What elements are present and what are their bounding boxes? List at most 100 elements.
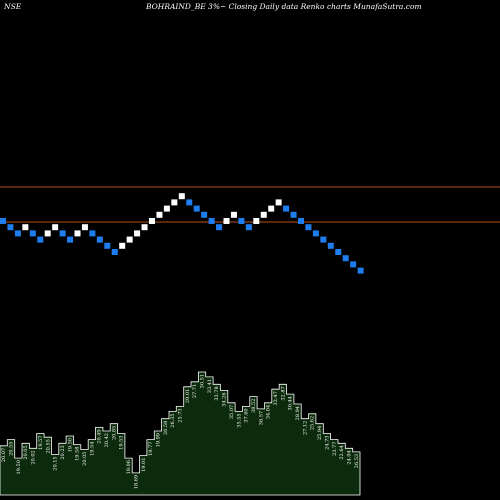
volume-label: 20.23 <box>60 445 66 459</box>
renko-brick <box>67 236 74 243</box>
renko-brick <box>81 224 88 231</box>
volume-label: 19.57 <box>38 436 44 450</box>
volume-label: 32.87 <box>280 386 286 400</box>
renko-brick <box>275 199 282 206</box>
volume-label: 22.64 <box>339 445 345 459</box>
volume-label: 20.49 <box>97 429 103 443</box>
volume-label: 19.77 <box>148 442 154 456</box>
renko-brick <box>290 211 297 218</box>
volume-label: 26.58 <box>163 421 169 435</box>
renko-brick <box>134 230 141 237</box>
renko-brick <box>22 224 29 231</box>
renko-brick <box>37 236 44 243</box>
renko-brick <box>29 230 36 237</box>
volume-label: 33.78 <box>214 386 220 400</box>
volume-label: 35.07 <box>229 405 235 419</box>
renko-brick <box>156 211 163 218</box>
volume-label: 27.12 <box>302 421 308 435</box>
renko-brick <box>0 218 6 224</box>
renko-brick <box>201 211 208 218</box>
volume-label: 20.55 <box>9 442 15 456</box>
renko-brick <box>7 224 14 231</box>
volume-label: 30.44 <box>288 396 294 410</box>
renko-brick <box>178 193 185 200</box>
volume-label: 28.94 <box>295 406 301 420</box>
renko-brick <box>260 211 267 218</box>
renko-brick <box>305 224 312 231</box>
volume-label: 33.47 <box>273 391 279 405</box>
renko-brick <box>238 218 245 224</box>
renko-brick <box>223 218 230 224</box>
volume-label: 34.04 <box>266 405 272 419</box>
volume-label: 25.73 <box>178 408 184 422</box>
volume-label: 20.05 <box>82 452 88 466</box>
renko-brick <box>74 230 81 237</box>
volume-label: 29.01 <box>185 389 191 403</box>
renko-brick <box>327 242 334 249</box>
renko-brick <box>119 242 126 249</box>
volume-label: 35.55 <box>236 413 242 427</box>
renko-brick <box>171 199 178 206</box>
volume-label: 19.06 <box>126 460 132 474</box>
exchange-label: NSE <box>3 2 22 11</box>
volume-label: 26.53 <box>354 454 360 468</box>
renko-brick <box>283 205 290 212</box>
volume-label: 30.51 <box>200 374 206 388</box>
volume-label: 19.53 <box>119 436 125 450</box>
volume-label: 26.35 <box>170 413 176 427</box>
renko-brick <box>298 218 304 224</box>
renko-brick <box>342 255 349 262</box>
volume-label: 20.85 <box>111 426 117 440</box>
renko-brick <box>193 205 200 212</box>
renko-brick <box>230 211 237 218</box>
volume-label: 19.58 <box>75 447 81 461</box>
volume-label: 19.99 <box>156 433 162 447</box>
renko-brick <box>268 205 275 212</box>
renko-brick <box>163 205 170 212</box>
renko-brick <box>44 230 51 237</box>
volume-label: 20.15 <box>53 456 59 470</box>
renko-brick <box>96 236 103 243</box>
renko-brick <box>89 230 96 237</box>
renko-brick <box>126 236 133 243</box>
renko-brick <box>52 224 59 231</box>
renko-brick <box>14 230 21 237</box>
volume-label: 19.54 <box>89 442 95 456</box>
volume-label: 24.04 <box>347 450 353 464</box>
volume-label: 20.07 <box>1 448 7 462</box>
volume-label: 18.69 <box>133 475 139 489</box>
volume-label: 38.52 <box>251 399 257 413</box>
volume-label: 20.42 <box>104 433 110 447</box>
volume-label: 24.73 <box>324 436 330 450</box>
renko-brick <box>312 230 319 237</box>
volume-label: 19.01 <box>141 458 147 472</box>
renko-brick <box>186 199 193 206</box>
volume-label: 34.26 <box>222 392 228 406</box>
chart-title: BOHRAIND_BE 3%~ Closing Daily data Renko… <box>145 2 422 11</box>
renko-brick <box>335 249 342 255</box>
volume-label: 23.77 <box>332 442 338 456</box>
renko-brick <box>104 242 111 249</box>
volume-label: 20.55 <box>45 439 51 453</box>
renko-brick <box>216 224 223 231</box>
volume-label: 33.41 <box>207 379 213 393</box>
renko-brick <box>141 224 148 231</box>
volume-label: 25.94 <box>317 426 323 440</box>
renko-brick <box>253 218 260 224</box>
renko-brick <box>245 224 252 231</box>
renko-brick <box>350 261 357 268</box>
volume-label: 25.62 <box>310 416 316 430</box>
volume-area <box>0 371 361 496</box>
volume-label: 19.50 <box>67 438 73 452</box>
volume-label: 19.50 <box>16 460 22 474</box>
volume-label: 20.05 <box>23 445 29 459</box>
renko-brick <box>357 267 364 274</box>
renko-brick <box>111 249 118 255</box>
renko-bricks <box>0 193 364 274</box>
renko-brick <box>149 218 155 224</box>
renko-brick <box>320 236 327 243</box>
volume-label: 37.60 <box>244 408 250 422</box>
renko-brick <box>59 230 66 237</box>
